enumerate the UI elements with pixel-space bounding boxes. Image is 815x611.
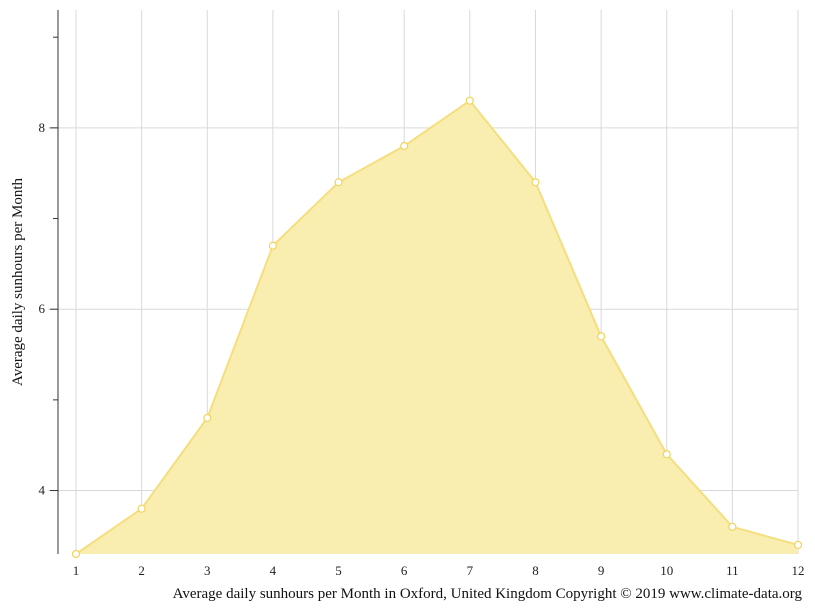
x-tick-label: 5 [335,563,342,578]
x-tick-label: 4 [270,563,277,578]
axes [50,10,59,554]
data-point [400,141,409,151]
data-point [203,413,212,423]
data-point [596,332,606,341]
x-tick-label: 7 [467,563,474,578]
data-point [531,178,540,187]
data-point [334,178,343,187]
x-tick-label: 12 [792,563,805,578]
x-tick-label: 1 [73,563,80,578]
data-point [662,450,671,459]
x-tick-label: 8 [532,563,539,578]
x-tick-label: 3 [204,563,211,578]
y-tick-label: 8 [39,120,46,135]
y-axis-label: Average daily sunhours per Month [10,178,26,387]
data-point [268,241,278,250]
data-point [793,540,803,550]
data-point [465,96,474,105]
data-point [728,522,737,531]
x-tick-label: 10 [660,563,673,578]
area-fill [76,100,798,555]
x-tick-label: 11 [726,563,739,578]
series-line [75,99,799,555]
data-point [137,504,146,513]
markers [71,96,803,559]
y-tick-label: 6 [39,301,46,316]
y-tick-label: 4 [39,483,46,498]
chart-caption: Average daily sunhours per Month in Oxfo… [173,586,803,602]
area-layer [75,99,799,555]
x-tick-label: 6 [401,563,408,578]
data-point [71,549,81,559]
x-tick-label: 9 [598,563,605,578]
x-tick-label: 2 [138,563,145,578]
